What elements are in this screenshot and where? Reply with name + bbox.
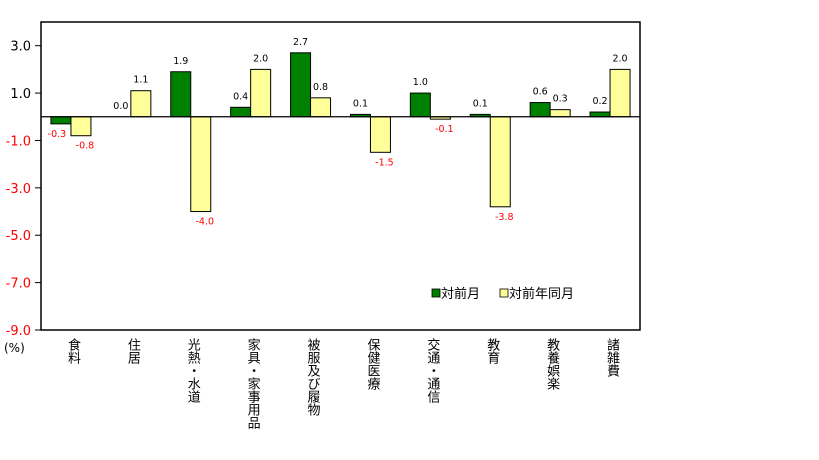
bar-series-1	[609, 68, 631, 118]
x-tick-label: 被服及び履物	[304, 338, 320, 416]
data-label: 0.2	[592, 96, 607, 107]
data-label: 2.7	[293, 37, 308, 48]
y-tick-label: -5.0	[6, 229, 31, 244]
bar-series-0	[409, 92, 431, 118]
x-tick-label: 諸雑費	[604, 338, 620, 377]
y-tick-label: -9.0	[6, 324, 31, 339]
bar-series-0	[50, 116, 72, 125]
data-label: 0.3	[553, 94, 568, 105]
legend-swatch-1	[499, 288, 509, 298]
bar-series-0	[529, 102, 551, 118]
data-label: 0.0	[113, 101, 128, 112]
data-label: -0.1	[435, 124, 454, 135]
x-tick-label: 保健医療	[364, 338, 380, 390]
x-tick-label: 家具・家事用品	[244, 338, 260, 429]
legend-label-1: 対前年同月	[509, 286, 574, 302]
data-label: 1.9	[173, 56, 188, 67]
x-tick-label: 教養娯楽	[544, 338, 560, 390]
data-label: 0.1	[473, 98, 488, 109]
y-tick-label: 1.0	[10, 87, 31, 102]
bar-series-1	[310, 97, 332, 118]
bar-series-1	[190, 116, 212, 213]
bar-series-1	[549, 109, 571, 118]
data-label: -3.8	[495, 212, 514, 223]
data-label: -0.3	[48, 129, 67, 140]
data-label: 1.0	[413, 77, 428, 88]
data-label: -0.8	[76, 141, 95, 152]
x-tick-label: 食料	[64, 338, 80, 364]
data-label: -4.0	[195, 217, 214, 228]
y-unit-label: (%)	[4, 341, 25, 355]
legend-label-0: 対前月	[441, 286, 480, 302]
x-tick-label: 教育	[484, 338, 500, 364]
x-tick-label: 住居	[124, 338, 140, 364]
bar-series-0	[589, 111, 611, 118]
bar-series-1	[130, 90, 152, 118]
data-label: 0.4	[233, 91, 248, 102]
y-tick-label: -1.0	[6, 134, 31, 149]
bar-series-0	[290, 52, 312, 118]
bar-series-1	[489, 116, 511, 208]
bar-series-0	[170, 71, 192, 118]
plot-area	[40, 21, 641, 331]
data-label: 0.8	[313, 82, 328, 93]
y-tick-label: 3.0	[10, 40, 31, 55]
x-tick-label: 交通・通信	[424, 338, 440, 403]
x-tick-label: 光熱・水道	[184, 338, 200, 403]
data-label: 2.0	[612, 53, 627, 64]
bar-series-1	[250, 68, 272, 118]
data-label: 0.6	[533, 87, 548, 98]
bar-series-1	[70, 116, 92, 137]
legend: 対前月 対前年同月	[431, 286, 574, 302]
legend-swatch-0	[431, 288, 441, 298]
y-tick-label: -7.0	[6, 277, 31, 292]
data-label: -1.5	[375, 157, 394, 168]
data-label: 2.0	[253, 53, 268, 64]
data-label: 0.1	[353, 98, 368, 109]
bar-series-0	[230, 106, 252, 118]
bar-series-1	[369, 116, 391, 153]
data-label: 1.1	[133, 75, 148, 86]
y-tick-label: -3.0	[6, 182, 31, 197]
